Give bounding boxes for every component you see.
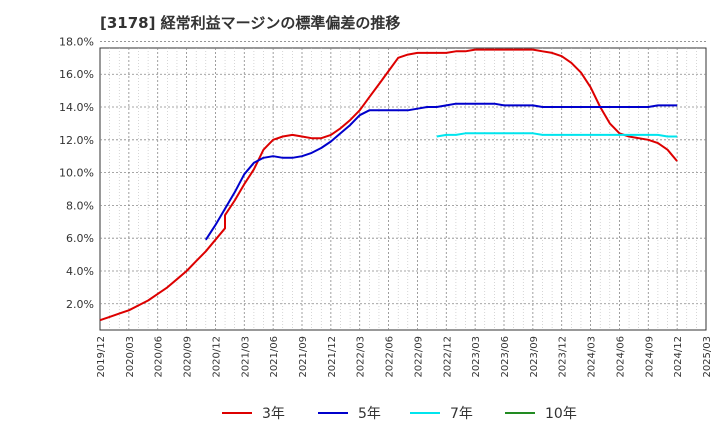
series-lines — [99, 48, 678, 322]
series-line-3年 — [99, 48, 678, 322]
x-tick-label: 2024/03 — [587, 336, 598, 378]
y-tick-label: 10.0% — [59, 167, 94, 180]
x-tick-label: 2023/12 — [558, 336, 569, 378]
x-tick-label: 2021/12 — [327, 336, 338, 378]
x-tick-label: 2022/03 — [356, 336, 367, 378]
x-tick-label: 2025/03 — [702, 336, 713, 378]
x-tick-label: 2024/06 — [615, 336, 626, 378]
x-tick-label: 2019/12 — [96, 336, 107, 378]
legend-label: 3年 — [262, 406, 285, 422]
x-tick-label: 2023/03 — [471, 336, 482, 378]
x-tick-label: 2020/06 — [154, 336, 165, 378]
y-tick-label: 16.0% — [59, 68, 94, 81]
grid — [99, 41, 707, 331]
series-line-7年 — [436, 132, 678, 138]
x-tick-label: 2020/12 — [211, 336, 222, 378]
x-tick-label: 2022/09 — [413, 336, 424, 378]
x-tick-label: 2021/03 — [240, 336, 251, 378]
x-tick-label: 2023/09 — [529, 336, 540, 378]
x-tick-label: 2021/09 — [298, 336, 309, 378]
x-tick-label: 2020/03 — [125, 336, 136, 378]
y-tick-label: 2.0% — [66, 298, 94, 311]
axes: 2.0% 4.0% 6.0% 8.0% 10.0% 12.0% 14.0% 16.0% 18.0… — [59, 35, 713, 377]
x-tick-label: 2023/06 — [500, 336, 511, 378]
y-tick-label: 18.0% — [59, 35, 94, 48]
x-tick-label: 2022/12 — [442, 336, 453, 378]
x-tick-label: 2021/06 — [269, 336, 280, 378]
legend-label: 7年 — [450, 406, 473, 422]
x-tick-label: 2022/06 — [385, 336, 396, 378]
y-tick-label: 4.0% — [66, 265, 94, 278]
x-tick-label: 2020/09 — [183, 336, 194, 378]
y-tick-label: 6.0% — [66, 232, 94, 245]
plot-area — [99, 47, 707, 331]
legend-label: 10年 — [545, 406, 577, 422]
y-tick-label: 12.0% — [59, 134, 94, 147]
legend-label: 5年 — [358, 406, 381, 422]
y-tick-label: 14.0% — [59, 101, 94, 114]
y-tick-label: 8.0% — [66, 199, 94, 212]
legend: 3年 5年 7年 10年 — [222, 406, 577, 422]
chart-title: [3178] 経常利益マージンの標準偏差の推移 — [100, 14, 401, 32]
x-tick-label: 2024/12 — [673, 336, 684, 378]
series-line-5年 — [204, 102, 678, 241]
x-tick-label: 2024/09 — [644, 336, 655, 378]
